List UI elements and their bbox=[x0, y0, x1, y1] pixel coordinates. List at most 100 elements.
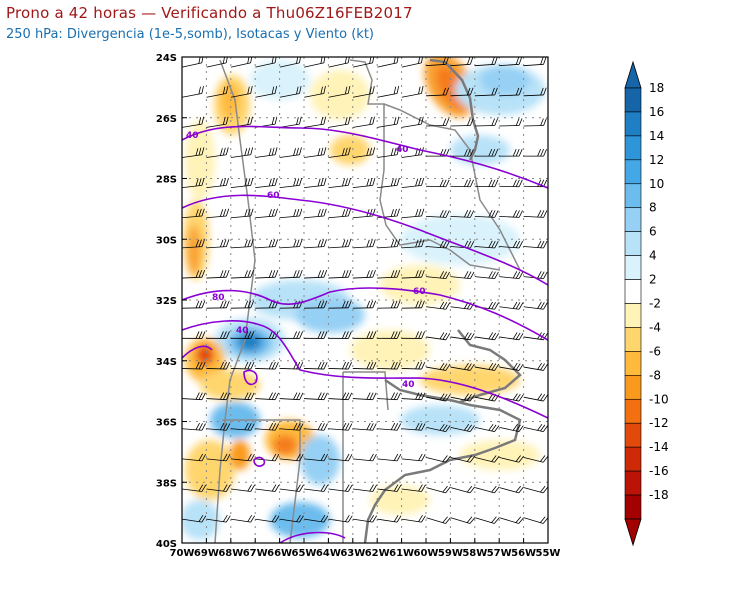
wind-barb bbox=[182, 116, 205, 128]
colorbar-label: 2 bbox=[649, 273, 657, 287]
isotach-label: 60 bbox=[267, 191, 280, 201]
isotach-label: 40 bbox=[396, 145, 409, 155]
colorbar-segment bbox=[624, 422, 642, 448]
isotach-label: 60 bbox=[413, 287, 426, 297]
latitude-label: 24S bbox=[156, 53, 177, 64]
wind-barb bbox=[377, 514, 402, 523]
wind-barb bbox=[328, 422, 353, 431]
wind-barb bbox=[182, 269, 206, 279]
wind-barb bbox=[401, 116, 424, 128]
wind-barb bbox=[182, 514, 207, 523]
wind-barb bbox=[255, 239, 279, 249]
wind-barb bbox=[401, 269, 425, 279]
wind-barb bbox=[474, 455, 500, 463]
longitude-label: 69W bbox=[194, 548, 219, 559]
wind-barb bbox=[499, 210, 523, 218]
colorbar-segment bbox=[624, 231, 642, 256]
wind-barb bbox=[352, 239, 376, 249]
wind-barb bbox=[425, 57, 449, 67]
wind-barb bbox=[426, 455, 451, 463]
colorbar-segment bbox=[624, 87, 642, 113]
wind-barb bbox=[523, 393, 548, 402]
colorbar-segment bbox=[624, 398, 642, 424]
isotach-label: 80 bbox=[212, 293, 225, 303]
wind-barb bbox=[450, 179, 474, 188]
wind-barb bbox=[474, 423, 500, 433]
wind-barb bbox=[328, 331, 352, 339]
wind-barb bbox=[279, 453, 304, 462]
wind-barbs bbox=[182, 57, 548, 524]
wind-barb bbox=[255, 361, 279, 370]
wind-barb bbox=[255, 422, 280, 431]
wind-barb bbox=[304, 453, 328, 462]
wind-barb bbox=[255, 392, 279, 401]
wind-barb bbox=[206, 514, 231, 523]
latitude-label: 32S bbox=[156, 296, 177, 307]
colorbar-label: -2 bbox=[649, 297, 661, 311]
wind-barb bbox=[450, 423, 475, 433]
wind-barb bbox=[230, 453, 255, 462]
wind-barb bbox=[426, 516, 451, 524]
wind-barb bbox=[425, 240, 450, 249]
wind-barb bbox=[279, 392, 304, 401]
wind-barb bbox=[352, 116, 375, 128]
wind-barb bbox=[328, 392, 353, 401]
wind-barb bbox=[182, 392, 206, 401]
wind-barb bbox=[279, 331, 304, 339]
wind-barb bbox=[523, 455, 548, 463]
wind-barb bbox=[401, 239, 425, 249]
wind-barb bbox=[182, 300, 206, 309]
wind-barb bbox=[474, 179, 499, 188]
latitude-label: 40S bbox=[156, 539, 177, 550]
longitude-label: 64W bbox=[316, 548, 341, 559]
wind-barb bbox=[523, 118, 547, 127]
longitude-label: 60W bbox=[414, 548, 439, 559]
wind-barb bbox=[304, 484, 329, 492]
colorbar-segment bbox=[624, 470, 642, 496]
colorbar-label: 16 bbox=[649, 105, 664, 119]
wind-barb bbox=[425, 210, 450, 218]
wind-barb bbox=[499, 423, 524, 433]
wind-barb bbox=[474, 148, 499, 157]
wind-barb bbox=[303, 269, 328, 279]
colorbar-label: -8 bbox=[649, 368, 661, 382]
longitude-label: 62W bbox=[365, 548, 390, 559]
wind-barb bbox=[352, 453, 377, 462]
wind-barb bbox=[279, 208, 303, 219]
wind-barb bbox=[206, 331, 230, 339]
wind-barb bbox=[230, 361, 255, 370]
wind-barb bbox=[255, 177, 278, 189]
wind-barb bbox=[230, 86, 253, 98]
wind-barb bbox=[523, 210, 548, 218]
latitude-label: 34S bbox=[156, 357, 177, 368]
wind-barb bbox=[474, 362, 500, 371]
wind-barb bbox=[303, 331, 328, 339]
wind-barb bbox=[499, 485, 524, 494]
wind-barb bbox=[352, 361, 377, 370]
wind-barb bbox=[206, 86, 229, 98]
colorbar-segment bbox=[624, 183, 642, 209]
wind-barb bbox=[279, 177, 303, 189]
wind-barb bbox=[352, 86, 375, 98]
wind-barb bbox=[304, 514, 329, 523]
colorbar-segment bbox=[624, 446, 642, 472]
wind-barb bbox=[352, 300, 377, 309]
wind-barb bbox=[426, 393, 451, 402]
colorbar-segment bbox=[624, 375, 642, 400]
wind-barb bbox=[474, 332, 500, 341]
colorbar-label: -4 bbox=[649, 320, 661, 334]
wind-barb bbox=[279, 269, 303, 279]
wind-barb bbox=[450, 87, 474, 97]
wind-barb bbox=[304, 116, 327, 128]
wind-barb bbox=[279, 422, 304, 431]
wind-barb bbox=[206, 269, 230, 279]
wind-barb bbox=[352, 177, 376, 189]
wind-barb bbox=[523, 301, 548, 310]
wind-barb bbox=[474, 240, 499, 249]
wind-barb bbox=[523, 516, 548, 524]
wind-barb bbox=[206, 392, 231, 401]
colorbar-label: 6 bbox=[649, 225, 657, 239]
wind-barb bbox=[426, 485, 451, 494]
wind-barb bbox=[279, 484, 304, 492]
